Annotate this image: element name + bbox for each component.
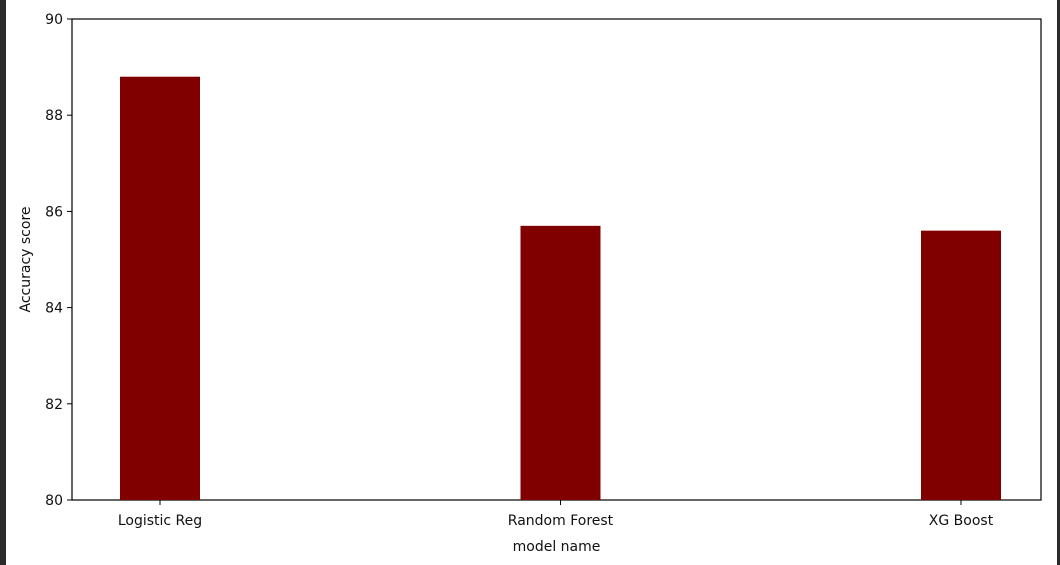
x-axis: Logistic Reg Random Forest XG Boost xyxy=(118,500,994,529)
y-tick-label: 80 xyxy=(45,493,63,509)
x-tick-label: XG Boost xyxy=(929,513,994,529)
x-axis-label: model name xyxy=(513,539,601,555)
y-tick-label: 88 xyxy=(45,108,63,124)
y-tick-label: 86 xyxy=(45,204,63,220)
y-axis-label: Accuracy score xyxy=(18,207,34,313)
y-axis: 80 82 84 86 88 90 xyxy=(45,12,72,509)
bars-group xyxy=(120,76,1001,500)
y-tick-label: 90 xyxy=(45,12,63,28)
window-edge-right xyxy=(1057,0,1060,565)
y-tick-label: 84 xyxy=(45,301,63,317)
bar-random-forest xyxy=(520,225,601,500)
x-tick-label: Logistic Reg xyxy=(118,513,202,529)
x-tick-label: Random Forest xyxy=(508,513,614,529)
bar-logistic-reg xyxy=(120,76,200,500)
y-tick-label: 82 xyxy=(45,397,63,413)
window-edge-left xyxy=(0,0,6,565)
bar-xg-boost xyxy=(921,230,1001,500)
